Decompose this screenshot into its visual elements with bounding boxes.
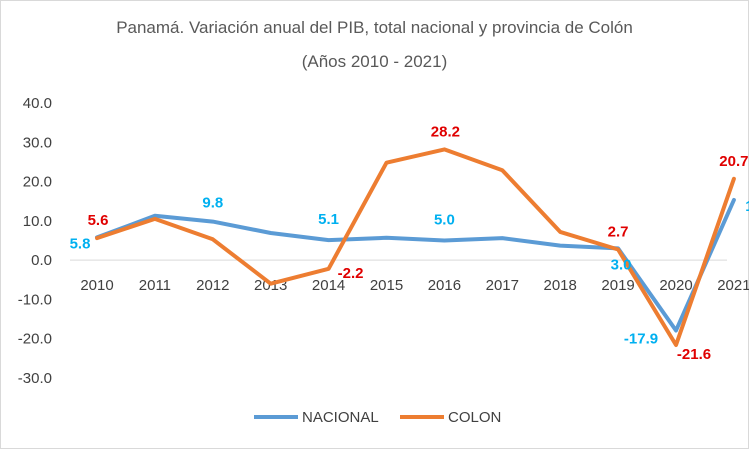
data-label-nacional: 5.0 (434, 212, 455, 229)
x-tick-label: 2015 (370, 277, 403, 294)
data-label-colon: -21.6 (677, 346, 711, 363)
series-line-nacional (95, 198, 736, 333)
x-tick-label: 2016 (428, 277, 461, 294)
legend-label-colon: COLON (448, 409, 501, 426)
data-label-nacional: 9.8 (202, 195, 223, 212)
data-label-colon: 2.7 (608, 224, 629, 241)
x-tick-label: 2021 (717, 277, 749, 294)
y-tick-label: -30.0 (18, 370, 52, 387)
data-label-nacional: 5.8 (70, 235, 91, 252)
data-label-colon: 5.6 (88, 212, 109, 229)
data-label-colon: -2.2 (338, 265, 364, 282)
x-tick-label: 2010 (80, 277, 113, 294)
data-label-nacional: -17.9 (624, 330, 658, 347)
y-tick-label: 10.0 (23, 213, 52, 230)
x-tick-label: 2017 (486, 277, 519, 294)
series-line-colon (95, 147, 736, 347)
x-tick-label: 2019 (601, 277, 634, 294)
x-tick-label: 2018 (544, 277, 577, 294)
data-label-colon: 20.7 (719, 153, 748, 170)
y-tick-label: 40.0 (23, 95, 52, 112)
chart-subtitle: (Años 2010 - 2021) (301, 52, 448, 71)
data-label-nacional: 15.3 (745, 198, 749, 215)
y-tick-label: 20.0 (23, 174, 52, 191)
data-label-nacional: 3.0 (611, 256, 632, 273)
y-tick-label: -10.0 (18, 291, 52, 308)
x-tick-label: 2020 (659, 277, 692, 294)
x-tick-label: 2011 (139, 277, 171, 294)
chart-title: Panamá. Variación anual del PIB, total n… (116, 18, 633, 37)
x-tick-label: 2012 (196, 277, 229, 294)
y-tick-label: 0.0 (31, 252, 52, 269)
data-label-nacional: 5.1 (318, 211, 339, 228)
x-tick-label: 2014 (312, 277, 345, 294)
legend-label-nacional: NACIONAL (302, 409, 379, 426)
y-tick-label: -20.0 (18, 331, 52, 348)
y-tick-label: 30.0 (23, 134, 52, 151)
data-label-colon: 28.2 (431, 123, 460, 140)
